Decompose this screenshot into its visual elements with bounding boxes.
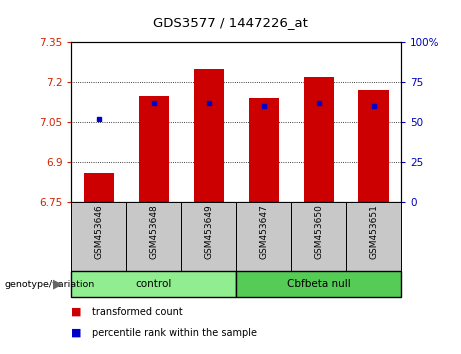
Text: GSM453650: GSM453650 [314,204,323,259]
Text: Cbfbeta null: Cbfbeta null [287,279,350,289]
Bar [248,98,279,202]
Text: GSM453651: GSM453651 [369,204,378,259]
Bar [236,202,291,271]
Bar [71,202,126,271]
Text: ■: ■ [71,307,82,316]
Bar [71,271,236,297]
Bar [291,202,346,271]
Bar [181,202,236,271]
Bar [346,202,401,271]
Bar [84,173,114,202]
Bar [194,69,224,202]
Text: ■: ■ [71,328,82,338]
Text: control: control [136,279,172,289]
Text: GSM453646: GSM453646 [95,204,103,259]
Bar [359,90,389,202]
Text: GSM453648: GSM453648 [149,204,159,259]
Bar [139,96,169,202]
Text: GSM453647: GSM453647 [259,204,268,259]
Text: GSM453649: GSM453649 [204,204,213,259]
Text: GDS3577 / 1447226_at: GDS3577 / 1447226_at [153,16,308,29]
Bar [126,202,181,271]
Text: percentile rank within the sample: percentile rank within the sample [92,328,257,338]
Text: transformed count: transformed count [92,307,183,316]
Bar [303,77,334,202]
Text: ▶: ▶ [53,278,62,291]
Text: genotype/variation: genotype/variation [5,280,95,289]
Bar [236,271,401,297]
